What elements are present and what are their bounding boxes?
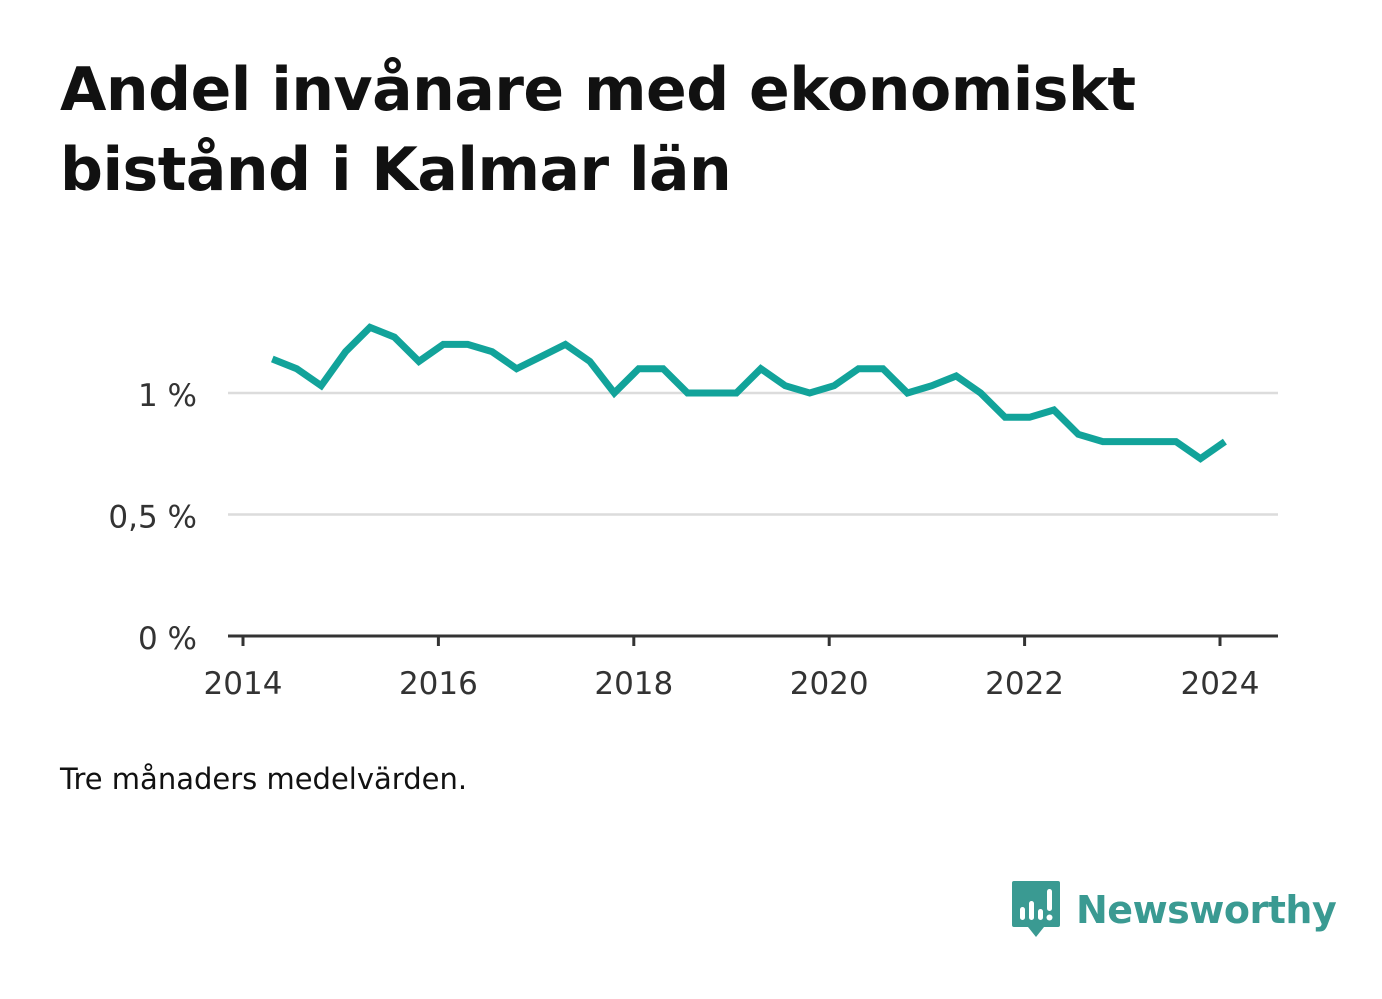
x-tick-label: 2018	[594, 666, 673, 702]
newsworthy-logo[interactable]: Newsworthy	[1010, 878, 1337, 942]
y-tick-label: 0,5 %	[108, 500, 197, 536]
series-layer	[271, 323, 1227, 463]
logo-text: Newsworthy	[1076, 888, 1337, 932]
y-axis-labels: 0 % 0,5 % 1 %	[108, 378, 197, 657]
y-tick-label: 1 %	[138, 378, 197, 414]
y-tick-label: 0 %	[138, 621, 197, 657]
gridlines	[228, 391, 1278, 516]
x-tick-label: 2016	[399, 666, 478, 702]
x-tick-label: 2014	[204, 666, 283, 702]
x-tick-label: 2022	[985, 666, 1064, 702]
series-line	[271, 323, 1227, 463]
x-tick-label: 2024	[1181, 666, 1260, 702]
chart-note: Tre månaders medelvärden.	[60, 762, 468, 796]
x-axis: 2014 2016 2018 2020 2022 2024	[204, 634, 1278, 702]
x-tick-label: 2020	[790, 666, 869, 702]
chart-title: Andel invånare med ekonomiskt bistånd i …	[60, 55, 1136, 205]
bar-chart-speech-bubble-icon	[1012, 881, 1060, 937]
